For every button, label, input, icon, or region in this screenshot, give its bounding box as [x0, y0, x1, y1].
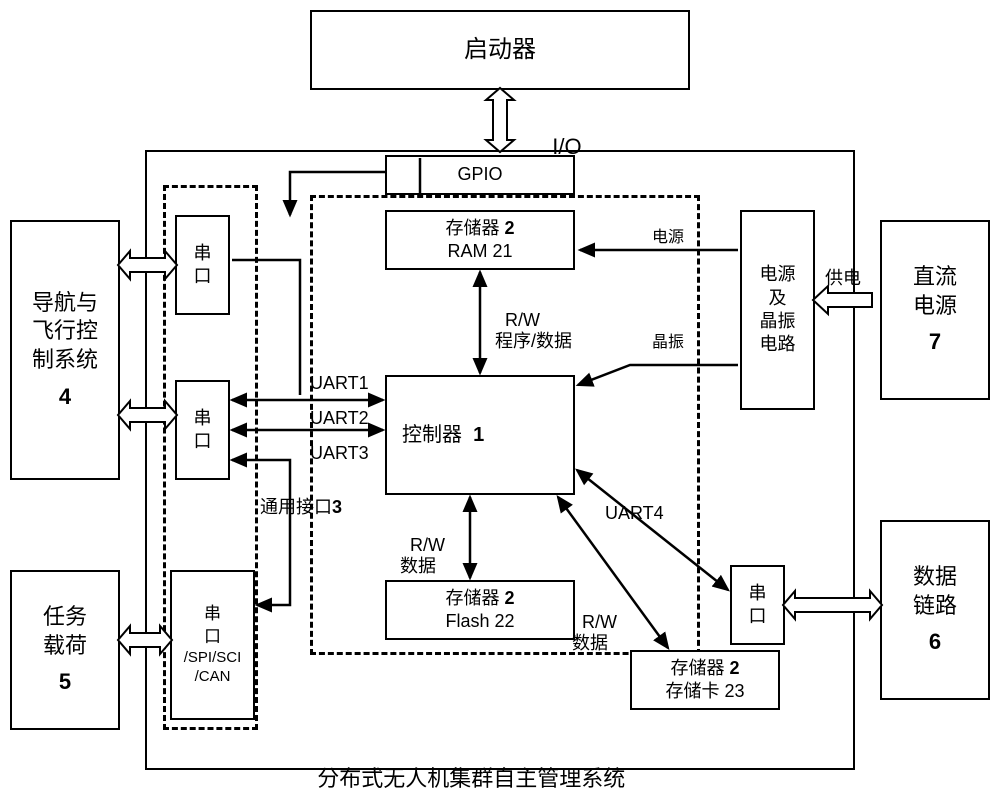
generic-interface-label: 通用接口3: [250, 475, 342, 518]
serial2-label: 串 口: [194, 407, 212, 454]
sdcard-num: 2: [730, 658, 740, 678]
gpio-label: GPIO: [457, 163, 502, 186]
flash-box: 存储器 2 Flash 22: [385, 580, 575, 640]
rw-prog-label: R/W 程序/数据: [495, 288, 572, 353]
ram-box: 存储器 2 RAM 21: [385, 210, 575, 270]
dc-power-box: 直流 电源 7: [880, 220, 990, 400]
serial2-box: 串 口: [175, 380, 230, 480]
datalink-num: 6: [929, 628, 941, 657]
sdcard-label: 存储器: [670, 658, 724, 678]
serial1-label: 串 口: [194, 242, 212, 289]
serial4-box: 串 口: [730, 565, 785, 645]
ram-label: 存储器: [445, 218, 499, 238]
sdcard-box: 存储器 2 存储卡 23: [630, 650, 780, 710]
system-title-label: 分布式无人机集群自主管理系统: [305, 740, 625, 793]
starter-label: 启动器: [464, 34, 536, 65]
payload-label: 任务 载荷: [43, 603, 87, 660]
power-circuit-box: 电源 及 晶振 电路: [740, 210, 815, 410]
xtal-line-label: 晶振: [652, 333, 684, 352]
datalink-label: 数据 链路: [913, 563, 957, 620]
nav-control-box: 导航与 飞行控 制系统 4: [10, 220, 120, 480]
serial4-label: 串 口: [749, 582, 767, 629]
uart3-label: UART3: [310, 443, 369, 465]
flash-label: 存储器: [445, 588, 499, 608]
power-line-label: 电源: [652, 228, 684, 247]
serial1-box: 串 口: [175, 215, 230, 315]
flash-num: 2: [505, 588, 515, 608]
nav-control-label: 导航与 飞行控 制系统: [32, 289, 98, 375]
nav-control-num: 4: [59, 383, 71, 412]
uart2-label: UART2: [310, 408, 369, 430]
controller-box: 控制器 1: [385, 375, 575, 495]
datalink-box: 数据 链路 6: [880, 520, 990, 700]
dc-power-label: 直流 电源: [913, 263, 957, 320]
power-circuit-label: 电源 及 晶振 电路: [760, 263, 796, 357]
controller-num: 1: [473, 422, 484, 448]
starter-box: 启动器: [310, 10, 690, 90]
uart4-label: UART4: [605, 503, 664, 525]
sdcard-sub: 存储卡 23: [665, 680, 744, 703]
serial3-label: 串 口: [204, 603, 221, 647]
uart1-label: UART1: [310, 373, 369, 395]
serial3-box: 串 口 /SPI/SCI /CAN: [170, 570, 255, 720]
serial3-sub: /SPI/SCI /CAN: [184, 648, 242, 687]
flash-sub: Flash 22: [445, 610, 514, 633]
ram-sub: RAM 21: [447, 240, 512, 263]
rw-data2-label: R/W 数据: [572, 590, 617, 655]
supply-label: 供电: [825, 268, 861, 290]
ram-num: 2: [505, 218, 515, 238]
dc-power-num: 7: [929, 328, 941, 357]
rw-data1-label: R/W 数据: [400, 513, 445, 578]
controller-label: 控制器: [402, 422, 462, 448]
payload-num: 5: [59, 668, 71, 697]
gpio-box: GPIO: [385, 155, 575, 195]
payload-box: 任务 载荷 5: [10, 570, 120, 730]
